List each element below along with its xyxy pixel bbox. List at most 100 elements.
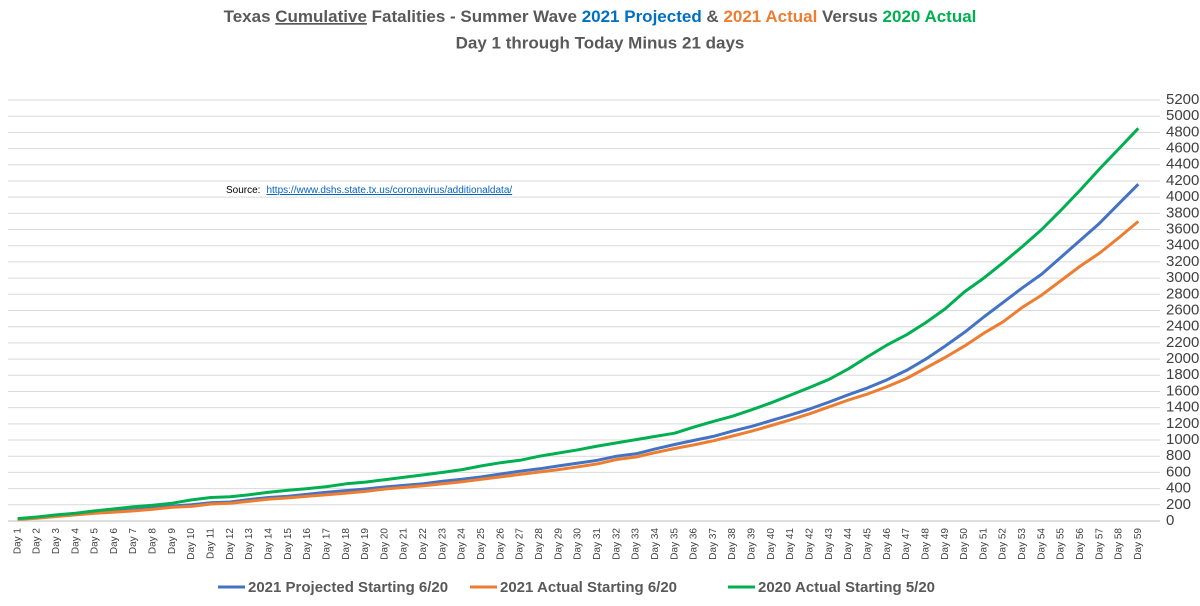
source-link[interactable]: https://www.dshs.state.tx.us/coronavirus… xyxy=(266,185,512,196)
chart-subtitle: Day 1 through Today Minus 21 days xyxy=(456,33,745,52)
y-tick-label: 3800 xyxy=(1166,204,1199,221)
x-tick-label: Day 9 xyxy=(167,528,178,555)
x-tick-label: Day 17 xyxy=(321,528,332,560)
y-tick-label: 3400 xyxy=(1166,237,1199,254)
x-tick-label: Day 34 xyxy=(650,528,661,560)
x-tick-label: Day 10 xyxy=(186,528,197,560)
x-tick-label: Day 29 xyxy=(553,528,564,560)
y-tick-label: 5200 xyxy=(1166,91,1199,108)
x-tick-label: Day 26 xyxy=(495,528,506,560)
x-tick-label: Day 48 xyxy=(920,528,931,560)
x-tick-label: Day 56 xyxy=(1075,528,1086,560)
x-tick-label: Day 16 xyxy=(302,528,313,560)
y-tick-label: 3200 xyxy=(1166,253,1199,270)
x-tick-label: Day 4 xyxy=(70,528,81,555)
y-tick-label: 1000 xyxy=(1166,431,1199,448)
x-tick-label: Day 7 xyxy=(128,528,139,555)
y-tick-label: 5000 xyxy=(1166,107,1199,124)
title-part: Cumulative xyxy=(275,7,367,26)
title-part: Texas xyxy=(224,7,276,26)
title-part: & xyxy=(702,7,724,26)
x-tick-label: Day 18 xyxy=(341,528,352,560)
x-tick-label: Day 8 xyxy=(148,528,159,555)
source-label: Source: xyxy=(226,185,260,196)
y-tick-label: 2400 xyxy=(1166,318,1199,335)
x-tick-label: Day 36 xyxy=(689,528,700,560)
x-tick-label: Day 5 xyxy=(90,528,101,555)
x-tick-label: Day 42 xyxy=(805,528,816,560)
y-tick-label: 2800 xyxy=(1166,285,1199,302)
x-tick-label: Day 23 xyxy=(437,528,448,560)
x-tick-label: Day 20 xyxy=(379,528,390,560)
x-tick-label: Day 43 xyxy=(824,528,835,560)
x-tick-label: Day 22 xyxy=(418,528,429,560)
x-tick-label: Day 40 xyxy=(766,528,777,560)
x-tick-label: Day 58 xyxy=(1114,528,1125,560)
x-tick-label: Day 13 xyxy=(244,528,255,560)
x-tick-label: Day 57 xyxy=(1094,528,1105,560)
x-tick-label: Day 50 xyxy=(959,528,970,560)
title-part: Versus xyxy=(817,7,882,26)
legend-label: 2020 Actual Starting 5/20 xyxy=(758,579,935,596)
x-tick-label: Day 53 xyxy=(1017,528,1028,560)
series-line xyxy=(17,183,1140,521)
y-tick-label: 1800 xyxy=(1166,366,1199,383)
x-tick-label: Day 51 xyxy=(978,528,989,560)
x-tick-label: Day 41 xyxy=(785,528,796,560)
y-tick-label: 400 xyxy=(1166,480,1191,497)
x-tick-label: Day 47 xyxy=(901,528,912,560)
title-part: 2021 Actual xyxy=(723,7,817,26)
x-tick-label: Day 31 xyxy=(592,528,603,560)
x-tick-label: Day 14 xyxy=(263,528,274,560)
y-tick-label: 1600 xyxy=(1166,382,1199,399)
x-tick-label: Day 55 xyxy=(1056,528,1067,560)
y-tick-label: 800 xyxy=(1166,447,1191,464)
series-line xyxy=(17,127,1140,521)
source: Source: https://www.dshs.state.tx.us/coro… xyxy=(226,185,512,196)
legend-label: 2021 Actual Starting 6/20 xyxy=(500,579,677,596)
y-tick-label: 1200 xyxy=(1166,415,1199,432)
x-tick-label: Day 32 xyxy=(611,528,622,560)
y-tick-label: 4000 xyxy=(1166,188,1199,205)
x-tick-label: Day 15 xyxy=(283,528,294,560)
x-tick-label: Day 33 xyxy=(631,528,642,560)
x-tick-label: Day 11 xyxy=(206,528,217,559)
chart-title: Texas Cumulative Fatalities - Summer Wav… xyxy=(224,7,977,26)
x-tick-label: Day 6 xyxy=(109,528,120,555)
x-tick-label: Day 52 xyxy=(998,528,1009,560)
y-tick-label: 600 xyxy=(1166,463,1191,480)
x-tick-label: Day 35 xyxy=(669,528,680,560)
y-tick-label: 4600 xyxy=(1166,140,1199,157)
x-tick-label: Day 28 xyxy=(534,528,545,560)
x-tick-label: Day 46 xyxy=(882,528,893,560)
x-tick-label: Day 27 xyxy=(515,528,526,560)
x-tick-label: Day 39 xyxy=(747,528,758,560)
y-tick-label: 0 xyxy=(1166,512,1174,529)
x-tick-label: Day 45 xyxy=(862,528,873,560)
title-part: 2021 Projected xyxy=(582,7,702,26)
y-tick-label: 1400 xyxy=(1166,399,1199,416)
y-tick-label: 2000 xyxy=(1166,350,1199,367)
y-tick-label: 200 xyxy=(1166,496,1191,513)
x-tick-label: Day 38 xyxy=(727,528,738,560)
x-tick-label: Day 1 xyxy=(12,528,23,555)
x-tick-label: Day 30 xyxy=(573,528,584,560)
y-tick-label: 2600 xyxy=(1166,301,1199,318)
legend-label: 2021 Projected Starting 6/20 xyxy=(248,579,448,596)
x-tick-label: Day 49 xyxy=(940,528,951,560)
y-tick-label: 4200 xyxy=(1166,172,1199,189)
y-tick-label: 3000 xyxy=(1166,269,1199,286)
x-tick-label: Day 12 xyxy=(225,528,236,560)
x-tick-label: Day 25 xyxy=(476,528,487,560)
y-tick-label: 2200 xyxy=(1166,334,1199,351)
x-tick-label: Day 59 xyxy=(1133,528,1144,560)
y-tick-label: 3600 xyxy=(1166,221,1199,238)
y-tick-label: 4400 xyxy=(1166,156,1199,173)
title-part: 2020 Actual xyxy=(883,7,977,26)
series-line xyxy=(17,220,1140,521)
x-tick-label: Day 44 xyxy=(843,528,854,560)
x-tick-label: Day 24 xyxy=(457,528,468,560)
x-tick-label: Day 21 xyxy=(399,528,410,560)
title-part: Fatalities - Summer Wave xyxy=(367,7,582,26)
